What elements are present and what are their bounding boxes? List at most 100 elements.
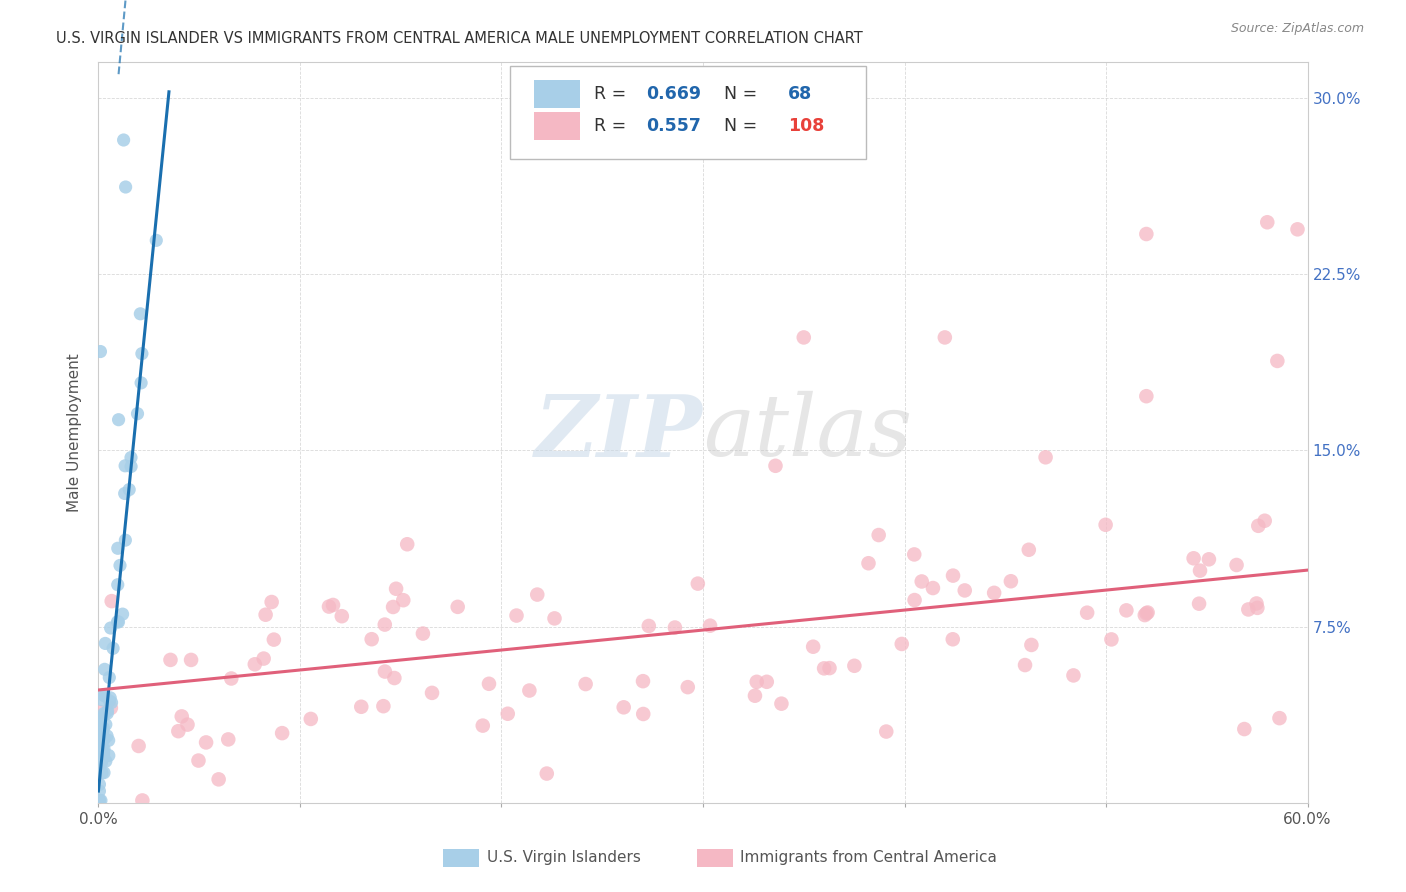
Point — [96, 706, 118, 721]
Point — [90, 756, 112, 770]
Point — [420, 686, 443, 700]
Point — [447, 599, 470, 614]
Point — [392, 593, 415, 607]
Point — [131, 346, 153, 360]
Point — [536, 766, 558, 780]
Point — [699, 618, 721, 632]
Text: Source: ZipAtlas.com: Source: ZipAtlas.com — [1230, 22, 1364, 36]
Point — [93, 747, 115, 761]
Text: Immigrants from Central America: Immigrants from Central America — [741, 850, 997, 865]
Point — [97, 733, 120, 747]
Point — [89, 793, 111, 807]
Point — [1018, 542, 1040, 557]
Point — [374, 617, 396, 632]
Point — [100, 696, 122, 710]
Point — [318, 599, 340, 614]
Point — [385, 582, 408, 596]
Point — [89, 705, 111, 719]
Point — [91, 724, 114, 739]
Point — [1182, 551, 1205, 566]
Point — [1267, 354, 1289, 368]
Point — [1286, 222, 1309, 236]
Point — [208, 772, 231, 787]
Point — [107, 541, 129, 556]
Point — [1136, 606, 1159, 620]
Point — [1135, 227, 1157, 241]
Point — [93, 706, 115, 721]
Text: N =: N = — [713, 86, 762, 103]
Point — [100, 621, 122, 635]
Point — [112, 133, 135, 147]
Point — [686, 576, 709, 591]
Point — [120, 450, 142, 465]
FancyBboxPatch shape — [509, 66, 866, 159]
Point — [89, 344, 111, 359]
Point — [922, 581, 945, 595]
Point — [374, 665, 396, 679]
Point — [254, 607, 277, 622]
Point — [89, 793, 111, 807]
Point — [543, 611, 565, 625]
Point — [89, 712, 111, 726]
Point — [890, 637, 912, 651]
Point — [744, 689, 766, 703]
Point — [322, 598, 344, 612]
Point — [97, 704, 120, 718]
Point — [1062, 668, 1084, 682]
FancyBboxPatch shape — [697, 848, 734, 867]
Point — [260, 595, 283, 609]
Point — [505, 608, 527, 623]
Point — [114, 533, 136, 548]
Point — [94, 636, 117, 650]
Point — [330, 609, 353, 624]
Point — [858, 556, 880, 570]
Point — [396, 537, 419, 551]
Point — [100, 701, 122, 715]
Point — [89, 777, 111, 791]
Point — [613, 700, 636, 714]
Point — [676, 680, 699, 694]
Point — [1035, 450, 1057, 465]
Point — [107, 578, 129, 592]
Point — [801, 640, 824, 654]
Text: atlas: atlas — [703, 392, 912, 474]
Point — [129, 376, 152, 390]
Point — [1198, 552, 1220, 566]
Point — [793, 330, 815, 344]
Point — [114, 458, 136, 473]
Text: N =: N = — [713, 117, 762, 135]
Point — [91, 727, 114, 741]
Point — [813, 661, 835, 675]
Point — [195, 735, 218, 749]
Point — [91, 734, 114, 748]
Point — [93, 721, 115, 735]
Point — [868, 528, 890, 542]
Text: U.S. VIRGIN ISLANDER VS IMMIGRANTS FROM CENTRAL AMERICA MALE UNEMPLOYMENT CORREL: U.S. VIRGIN ISLANDER VS IMMIGRANTS FROM … — [56, 31, 863, 46]
Point — [91, 751, 114, 765]
Text: 0.669: 0.669 — [647, 86, 702, 103]
Point — [114, 180, 136, 194]
Point — [89, 784, 111, 798]
Point — [903, 593, 925, 607]
FancyBboxPatch shape — [534, 80, 579, 108]
Point — [89, 712, 111, 726]
Point — [1094, 517, 1116, 532]
Point — [1135, 607, 1157, 621]
Point — [91, 693, 114, 707]
Point — [93, 688, 115, 702]
Point — [96, 729, 118, 743]
Point — [299, 712, 322, 726]
Point — [818, 661, 841, 675]
Point — [145, 233, 167, 247]
Point — [1256, 215, 1278, 229]
Point — [89, 718, 111, 732]
Point — [129, 307, 152, 321]
Text: U.S. Virgin Islanders: U.S. Virgin Islanders — [486, 850, 641, 865]
Point — [1247, 518, 1270, 533]
Point — [131, 793, 153, 807]
Text: ZIP: ZIP — [536, 391, 703, 475]
Point — [1237, 602, 1260, 616]
Point — [128, 739, 150, 753]
Point — [1246, 597, 1268, 611]
Point — [180, 653, 202, 667]
